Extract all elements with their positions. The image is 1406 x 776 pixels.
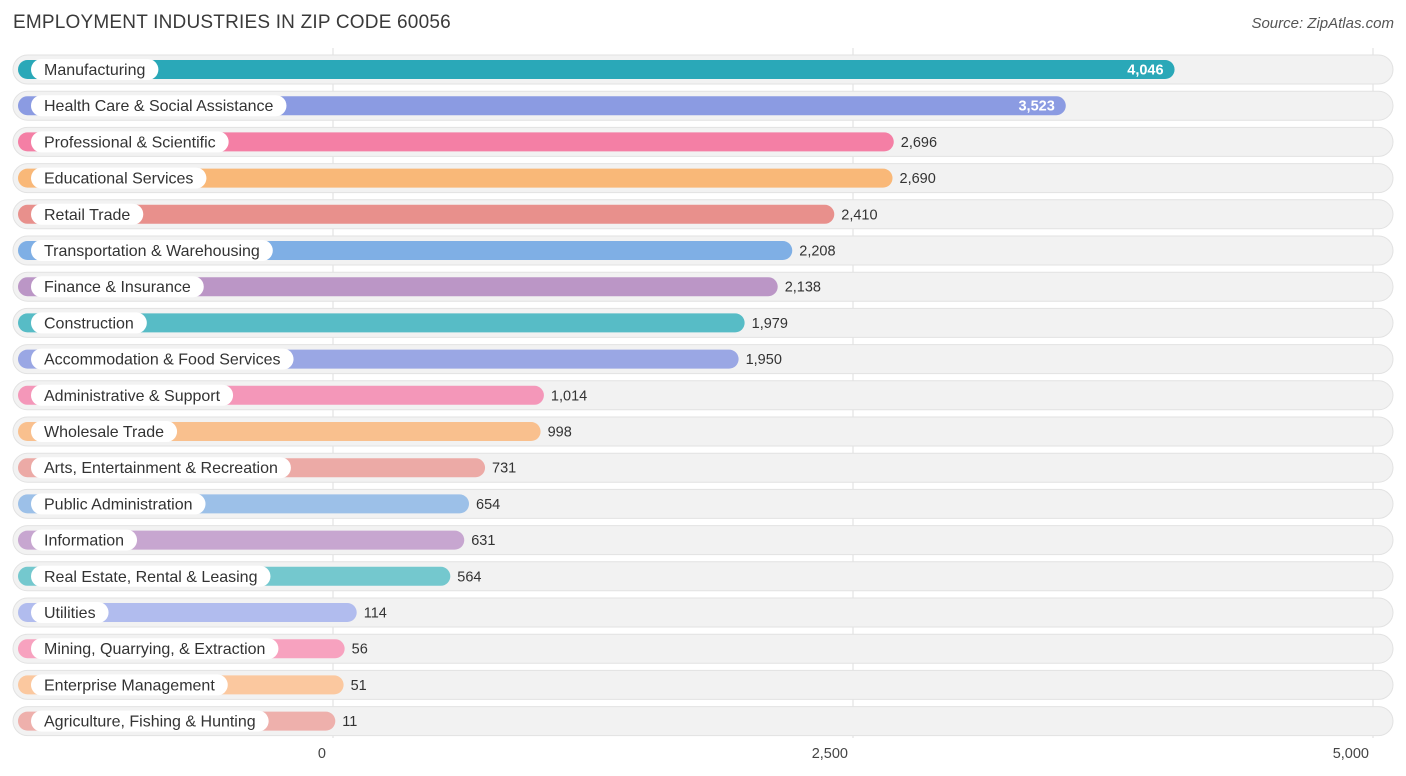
bar-track	[12, 633, 1394, 664]
value-label: 114	[364, 606, 387, 622]
value-label: 2,208	[799, 244, 835, 260]
bar-label: Utilities	[44, 605, 96, 622]
value-label: 1,014	[551, 388, 587, 404]
bar-row: Educational Services 2,690	[12, 163, 1394, 194]
bar-row: Utilities 114	[12, 597, 1394, 628]
bar-label-pill	[31, 710, 269, 732]
bar-row: Administrative & Support 1,014	[12, 380, 1394, 411]
bar	[18, 132, 894, 152]
x-tick-label: 5,000	[1333, 746, 1369, 762]
x-axis: 0 2,500 5,000	[318, 746, 1369, 762]
bar-row: Real Estate, Rental & Leasing 564	[12, 561, 1394, 592]
bar-row: Finance & Insurance 2,138	[12, 271, 1394, 302]
bar-row: Retail Trade 2,410	[12, 199, 1394, 230]
bar-row: Professional & Scientific 2,696	[12, 126, 1394, 157]
bar-label-pill	[31, 203, 144, 225]
value-label: 56	[352, 642, 368, 658]
bar-label: Finance & Insurance	[44, 279, 191, 296]
bar-label: Retail Trade	[44, 207, 130, 224]
bar-label-pill	[31, 348, 294, 370]
chart-title: EMPLOYMENT INDUSTRIES IN ZIP CODE 60056	[13, 12, 451, 33]
bar-row: Agriculture, Fishing & Hunting 11	[12, 706, 1394, 737]
bar-label: Agriculture, Fishing & Hunting	[44, 714, 256, 731]
bar-track	[12, 669, 1394, 700]
bar-label: Health Care & Social Assistance	[44, 98, 274, 115]
bar-label-pill	[31, 240, 273, 261]
value-label: 51	[351, 678, 367, 694]
bar-label: Transportation & Warehousing	[44, 243, 260, 260]
bar-label-pill	[31, 167, 207, 189]
bar-label: Arts, Entertainment & Recreation	[44, 460, 278, 477]
bar-row: Transportation & Warehousing 2,208	[12, 235, 1394, 266]
bar-row: Accommodation & Food Services 1,950	[12, 344, 1394, 375]
bar-label-pill	[31, 95, 287, 117]
bar-label-pill	[31, 565, 271, 587]
bar-label: Educational Services	[44, 171, 193, 188]
bar	[18, 277, 778, 297]
bar-row: Manufacturing 4,046	[12, 54, 1394, 85]
bar-label: Professional & Scientific	[44, 134, 216, 151]
bar-label-pill	[31, 493, 206, 515]
bar	[18, 204, 835, 224]
bar-label-pill	[31, 602, 109, 623]
bar-track	[12, 597, 1394, 628]
value-label: 2,696	[901, 135, 937, 151]
value-label: 4,046	[1127, 63, 1163, 79]
source-note: Source: ZipAtlas.com	[1251, 15, 1394, 32]
bar-label-pill	[31, 384, 234, 406]
bar-label-pill	[31, 312, 147, 334]
value-label: 2,138	[785, 280, 821, 296]
value-label: 2,410	[841, 207, 877, 223]
value-label: 2,690	[900, 171, 936, 187]
bar-label-pill	[31, 638, 279, 660]
bar-row: Enterprise Management 51	[12, 669, 1394, 700]
bar-label: Wholesale Trade	[44, 424, 164, 441]
bar-label-pill	[31, 457, 291, 479]
value-label: 631	[471, 533, 495, 549]
bar-label: Accommodation & Food Services	[44, 352, 281, 369]
bar-row: Construction 1,979	[12, 307, 1394, 338]
bar-row: Public Administration 654	[12, 488, 1394, 519]
value-label: 998	[548, 425, 572, 441]
bar	[18, 313, 745, 333]
value-label: 3,523	[1018, 99, 1054, 115]
bar-label: Manufacturing	[44, 62, 145, 79]
bar-row: Information 631	[12, 525, 1394, 556]
value-label: 1,979	[752, 316, 788, 332]
bar-label: Information	[44, 533, 124, 550]
bar-label: Construction	[44, 315, 134, 332]
value-label: 731	[492, 461, 516, 477]
value-label: 654	[476, 497, 500, 513]
bar-label: Administrative & Support	[44, 388, 221, 405]
bar-label: Mining, Quarrying, & Extraction	[44, 641, 265, 658]
bar-label-pill	[31, 276, 204, 298]
bar-row: Mining, Quarrying, & Extraction 56	[12, 633, 1394, 664]
bar	[18, 60, 1175, 79]
bar-row: Health Care & Social Assistance 3,523	[12, 90, 1394, 121]
bar-label-pill	[31, 421, 178, 442]
value-label: 1,950	[746, 352, 782, 368]
bar-label-pill	[31, 529, 138, 551]
x-tick-label: 0	[318, 746, 326, 762]
bar-row: Arts, Entertainment & Recreation 731	[12, 452, 1394, 483]
x-tick-label: 2,500	[812, 746, 848, 762]
bar-label: Real Estate, Rental & Leasing	[44, 569, 257, 586]
bar-track	[12, 706, 1394, 737]
bar-rows: Manufacturing 4,046 Health Care & Social A…	[12, 54, 1394, 737]
bar-row: Wholesale Trade 998	[12, 416, 1394, 447]
bar-label-pill	[31, 59, 159, 80]
value-label: 564	[457, 569, 481, 585]
bar-label: Public Administration	[44, 496, 193, 513]
bar	[18, 168, 893, 188]
bar-label-pill	[31, 674, 228, 696]
bar-label: Enterprise Management	[44, 677, 215, 694]
value-label: 11	[342, 714, 357, 730]
bar-label-pill	[31, 131, 229, 153]
